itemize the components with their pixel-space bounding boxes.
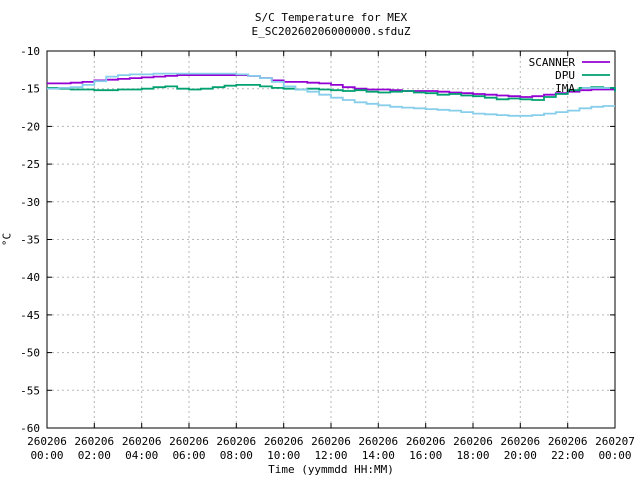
svg-text:260206: 260206: [548, 435, 588, 448]
svg-text:-50: -50: [20, 347, 40, 360]
svg-text:-45: -45: [20, 309, 40, 322]
svg-text:260207: 260207: [595, 435, 635, 448]
series-scanner-line: [47, 74, 616, 98]
svg-text:-40: -40: [20, 271, 40, 284]
svg-text:04:00: 04:00: [125, 449, 158, 462]
svg-text:260206: 260206: [264, 435, 304, 448]
svg-text:260206: 260206: [500, 435, 540, 448]
svg-text:-60: -60: [20, 422, 40, 435]
svg-text:-20: -20: [20, 120, 40, 133]
svg-text:-25: -25: [20, 158, 40, 171]
svg-text:260206: 260206: [27, 435, 67, 448]
svg-text:16:00: 16:00: [409, 449, 442, 462]
svg-text:20:00: 20:00: [504, 449, 537, 462]
chart-subtitle: E_SC20260206000000.sfduZ: [251, 25, 411, 38]
x-axis-label: Time (yymmdd HH:MM): [268, 463, 394, 476]
legend-label-scanner: SCANNER: [529, 56, 576, 69]
y-axis-label: °C: [0, 232, 14, 247]
svg-text:260206: 260206: [406, 435, 446, 448]
series-dpu-line: [47, 84, 616, 101]
svg-text:-10: -10: [20, 45, 40, 58]
svg-text:-35: -35: [20, 234, 40, 247]
chart-title: S/C Temperature for MEX: [254, 11, 408, 24]
legend-label-dpu: DPU: [555, 69, 575, 82]
svg-text:18:00: 18:00: [456, 449, 489, 462]
svg-text:-55: -55: [20, 384, 40, 397]
svg-text:02:00: 02:00: [78, 449, 111, 462]
svg-text:-30: -30: [20, 196, 40, 209]
svg-text:22:00: 22:00: [551, 449, 584, 462]
svg-text:06:00: 06:00: [172, 449, 205, 462]
svg-text:260206: 260206: [453, 435, 493, 448]
svg-text:260206: 260206: [74, 435, 114, 448]
svg-text:12:00: 12:00: [314, 449, 347, 462]
svg-text:260206: 260206: [311, 435, 351, 448]
series-ima-line: [47, 72, 615, 117]
x-tick-labels: 26020600:0026020602:0026020604:002602060…: [27, 435, 635, 462]
legend-label-ima: IMA: [555, 82, 575, 95]
svg-text:08:00: 08:00: [220, 449, 253, 462]
svg-text:00:00: 00:00: [30, 449, 63, 462]
svg-text:260206: 260206: [122, 435, 162, 448]
svg-text:10:00: 10:00: [267, 449, 300, 462]
svg-text:14:00: 14:00: [362, 449, 395, 462]
svg-text:260206: 260206: [216, 435, 256, 448]
svg-text:00:00: 00:00: [598, 449, 631, 462]
svg-text:-15: -15: [20, 83, 40, 96]
y-tick-labels: -10 -15 -20 -25 -30 -35 -40 -45 -50 -55 -60: [20, 45, 40, 435]
svg-text:260206: 260206: [169, 435, 209, 448]
grid-lines: [47, 51, 615, 428]
svg-text:260206: 260206: [358, 435, 398, 448]
